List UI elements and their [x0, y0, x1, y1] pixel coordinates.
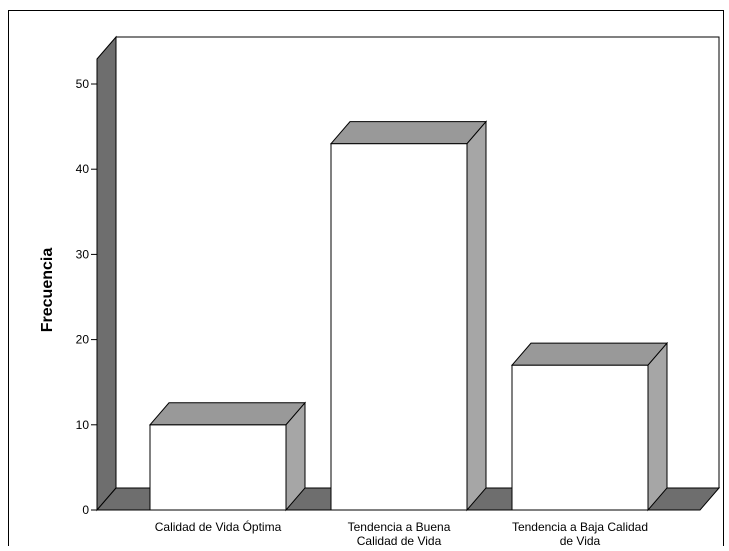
y-tick-label: 20 — [76, 333, 90, 347]
chart-frame — [8, 10, 724, 546]
bar-top — [510, 342, 669, 366]
bar — [510, 341, 669, 512]
y-tick-label: 30 — [76, 247, 90, 261]
x-tick-label-line: de Vida — [560, 534, 601, 548]
x-tick-label-line: Calidad de Vida — [357, 534, 442, 548]
x-tick-label: Tendencia a Baja Calidad de Vida — [512, 520, 648, 548]
x-tick-label-line: Tendencia a Buena — [348, 520, 451, 534]
bar — [148, 401, 307, 512]
y-tick-label: 40 — [76, 162, 90, 176]
bar-side — [285, 401, 306, 512]
y-axis-label: Frecuencia — [39, 248, 56, 333]
x-tick-label: Calidad de Vida Óptima — [155, 519, 282, 534]
y-tick-label: 50 — [76, 77, 90, 91]
bar-front — [149, 424, 287, 511]
bar-side — [647, 341, 668, 512]
bar-front — [330, 143, 468, 511]
left-wall — [96, 35, 117, 512]
bar-side — [466, 120, 487, 512]
x-tick-label: Tendencia a Buena Calidad de Vida — [348, 520, 451, 548]
y-tick-label: 0 — [82, 503, 89, 517]
x-tick-label-line: Calidad de Vida Óptima — [155, 519, 282, 534]
x-tick-label-line: Tendencia a Baja Calidad — [512, 520, 648, 534]
bar-front — [511, 364, 649, 511]
bar — [329, 120, 488, 512]
bar-top — [148, 402, 307, 426]
bar-top — [329, 121, 488, 145]
y-tick-label: 10 — [76, 418, 90, 432]
